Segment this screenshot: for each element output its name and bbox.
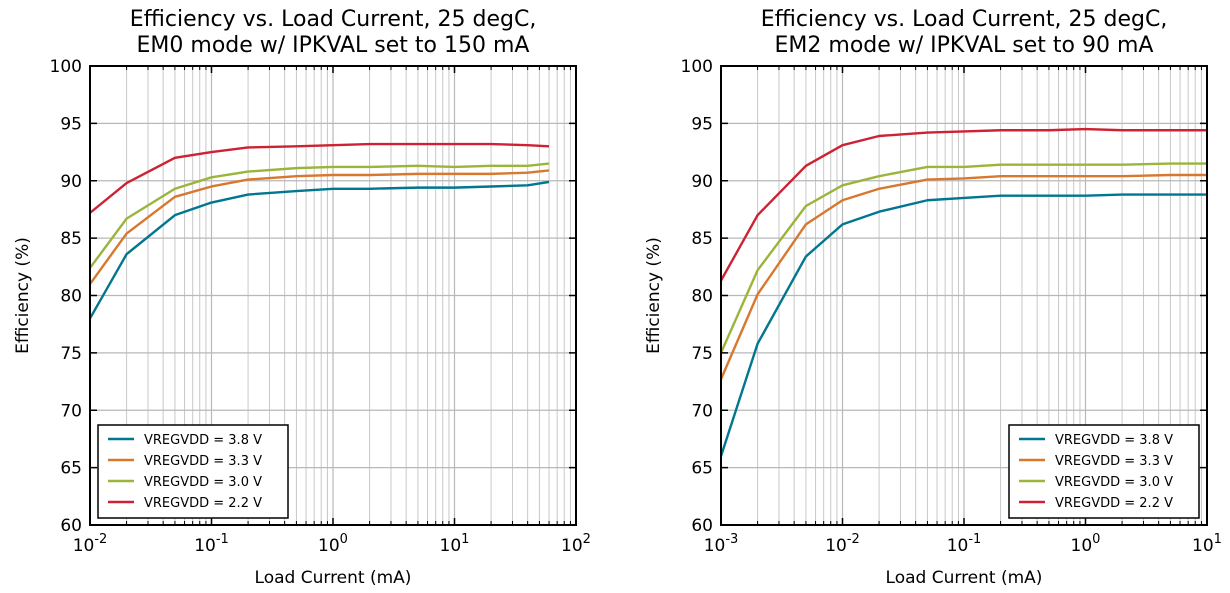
y-tick-label: 60: [691, 516, 713, 536]
legend: VREGVDD = 3.8 V VREGVDD = 3.3 V VREGVDD = …: [97, 424, 289, 519]
x-tick-label: 100: [318, 532, 348, 556]
x-tick-label: 10-3: [704, 532, 739, 556]
chart-title-line-0: Efficiency vs. Load Current, 25 degC,: [130, 7, 537, 32]
y-tick-label: 75: [60, 344, 82, 364]
x-tick-label: 10-2: [73, 532, 108, 556]
y-tick-label: 60: [60, 516, 82, 536]
legend-label-2: VREGVDD = 3.0 V: [144, 475, 262, 490]
y-tick-label: 80: [691, 287, 713, 307]
series-line-0: [719, 193, 1207, 457]
y-tick-label: 85: [691, 229, 713, 249]
x-tick-label: 101: [1192, 532, 1222, 556]
x-tick-label: 10-2: [825, 532, 860, 556]
y-tick-label: 100: [50, 57, 82, 77]
series-line-0: [88, 180, 550, 320]
legend: VREGVDD = 3.8 V VREGVDD = 3.3 V VREGVDD = …: [1008, 424, 1200, 519]
chart-title-line-0: Efficiency vs. Load Current, 25 degC,: [761, 7, 1168, 32]
series-line-2: [89, 162, 550, 269]
y-tick-label: 65: [691, 459, 713, 479]
y-tick-label: 85: [60, 229, 82, 249]
legend-label-3: VREGVDD = 2.2 V: [1055, 496, 1173, 511]
series-line-2: [719, 162, 1207, 354]
y-tick-label: 100: [681, 57, 713, 77]
y-tick-label: 75: [691, 344, 713, 364]
series-line-3: [89, 142, 550, 214]
chart-title-line-1: EM0 mode w/ IPKVAL set to 150 mA: [137, 33, 530, 58]
y-tick-label: 65: [60, 459, 82, 479]
y-tick-label: 90: [60, 172, 82, 192]
y-axis-label: Efficiency (%): [644, 237, 664, 354]
legend-label-0: VREGVDD = 3.8 V: [144, 433, 262, 448]
legend-label-0: VREGVDD = 3.8 V: [1055, 433, 1173, 448]
y-axis-label: Efficiency (%): [13, 237, 33, 354]
chart-em0: 60 65 70 75 80 85 90 95 100 10-2 10-1 100 101 102 Effi…: [13, 7, 591, 588]
series-line-1: [89, 169, 550, 285]
x-tick-label: 101: [440, 532, 470, 556]
y-tick-label: 80: [60, 287, 82, 307]
y-tick-label: 95: [60, 114, 82, 134]
y-tick-label: 95: [691, 114, 713, 134]
x-tick-label: 10-1: [947, 532, 982, 556]
legend-label-3: VREGVDD = 2.2 V: [144, 496, 262, 511]
x-axis-label: Load Current (mA): [255, 568, 412, 588]
x-tick-label: 100: [1071, 532, 1101, 556]
chart-title-line-1: EM2 mode w/ IPKVAL set to 90 mA: [775, 33, 1154, 58]
y-tick-label: 90: [691, 172, 713, 192]
y-tick-label: 70: [691, 401, 713, 421]
x-tick-label: 10-1: [194, 532, 229, 556]
chart-em2: 60 65 70 75 80 85 90 95 100 10-3 10-2 10-1 100 101 Eff…: [644, 7, 1222, 588]
series-line-3: [719, 127, 1207, 282]
legend-label-1: VREGVDD = 3.3 V: [1055, 454, 1173, 469]
x-axis-label: Load Current (mA): [886, 568, 1043, 588]
legend-label-2: VREGVDD = 3.0 V: [1055, 475, 1173, 490]
x-tick-label: 102: [561, 532, 591, 556]
legend-label-1: VREGVDD = 3.3 V: [144, 454, 262, 469]
series-line-1: [719, 173, 1207, 380]
y-tick-label: 70: [60, 401, 82, 421]
